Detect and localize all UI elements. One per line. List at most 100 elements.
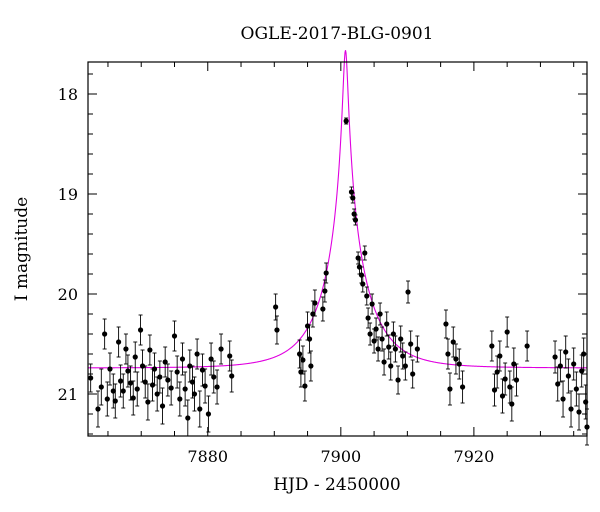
y-tick-label: 19 <box>58 185 78 204</box>
data-point <box>513 377 520 383</box>
data-point <box>450 339 456 345</box>
data-point <box>308 363 314 369</box>
data-point <box>410 371 416 377</box>
data-point <box>352 217 359 223</box>
data-point <box>125 368 131 374</box>
data-point <box>358 272 365 278</box>
data-point <box>104 396 110 402</box>
data-point <box>489 343 495 349</box>
data-point <box>375 346 381 352</box>
data-point <box>497 353 503 359</box>
data-point <box>179 356 186 362</box>
data-point <box>379 336 385 342</box>
x-tick-label: 7880 <box>187 447 228 466</box>
data-point <box>227 353 233 359</box>
data-point <box>116 339 122 345</box>
data-point <box>348 189 355 195</box>
data-point <box>377 311 383 317</box>
data-point <box>509 401 515 407</box>
data-point <box>560 396 566 402</box>
data-point <box>110 388 116 394</box>
data-point <box>320 306 326 312</box>
data-point <box>306 336 313 342</box>
data-point <box>576 409 582 415</box>
data-point <box>369 301 375 307</box>
data-point <box>322 288 328 294</box>
plot-frame <box>87 61 588 437</box>
chart-title: OGLE-2017-BLG-0901 <box>241 24 434 44</box>
data-point <box>132 354 138 360</box>
x-axis-label: HJD - 2450000 <box>273 475 401 495</box>
data-point <box>504 329 510 335</box>
data-point <box>453 356 459 362</box>
data-point <box>390 331 396 337</box>
data-point <box>296 351 303 357</box>
data-point <box>398 336 404 342</box>
data-point <box>392 346 398 352</box>
data-point <box>194 351 200 357</box>
data-point <box>88 375 94 381</box>
data-point <box>134 386 140 392</box>
data-point <box>107 366 113 372</box>
data-point <box>300 357 306 363</box>
data-point <box>384 321 390 327</box>
data-point <box>365 315 371 321</box>
x-tick-label: 7920 <box>454 447 495 466</box>
data-point <box>395 377 401 383</box>
data-point <box>298 369 304 375</box>
data-point <box>557 363 563 369</box>
data-point <box>571 361 577 367</box>
data-point <box>229 373 235 379</box>
data-point <box>350 195 356 201</box>
data-point <box>177 396 183 402</box>
data-point <box>552 354 558 360</box>
data-point <box>139 363 146 369</box>
x-tick-label: 7900 <box>320 447 361 466</box>
data-point <box>205 411 212 417</box>
data-point <box>312 300 318 306</box>
model-curve <box>88 50 587 369</box>
data-point <box>414 346 420 352</box>
plot-area <box>88 50 590 446</box>
data-point <box>218 346 224 352</box>
data-point <box>120 388 126 394</box>
data-point <box>302 383 308 389</box>
data-point <box>185 415 191 421</box>
data-point <box>162 359 168 365</box>
data-point <box>202 383 208 389</box>
data-point <box>145 399 151 405</box>
data-point <box>568 406 574 412</box>
y-axis-label: I magnitude <box>12 197 32 301</box>
data-point <box>367 331 373 337</box>
data-point <box>381 359 387 365</box>
data-point <box>159 403 166 409</box>
y-tick-label: 21 <box>58 385 78 404</box>
data-point <box>445 351 451 357</box>
data-point <box>502 376 508 382</box>
data-point <box>214 384 220 390</box>
data-point <box>165 377 171 383</box>
data-point <box>565 373 571 379</box>
data-point <box>130 395 136 401</box>
data-point <box>112 398 118 404</box>
data-point <box>211 374 217 380</box>
data-point <box>123 346 129 352</box>
data-point <box>351 211 357 217</box>
data-point <box>137 327 144 333</box>
data-point <box>456 361 462 367</box>
data-point <box>273 304 279 310</box>
data-point <box>343 118 349 124</box>
data-point <box>187 363 193 369</box>
data-point <box>373 326 379 332</box>
data-point <box>147 347 153 353</box>
data-point <box>154 391 160 397</box>
data-point <box>402 363 408 369</box>
data-point <box>118 378 124 384</box>
data-point <box>443 321 449 327</box>
data-point <box>555 381 561 387</box>
data-point <box>191 391 198 397</box>
data-point <box>491 387 498 393</box>
data-point <box>323 270 329 276</box>
data-point <box>563 349 569 355</box>
